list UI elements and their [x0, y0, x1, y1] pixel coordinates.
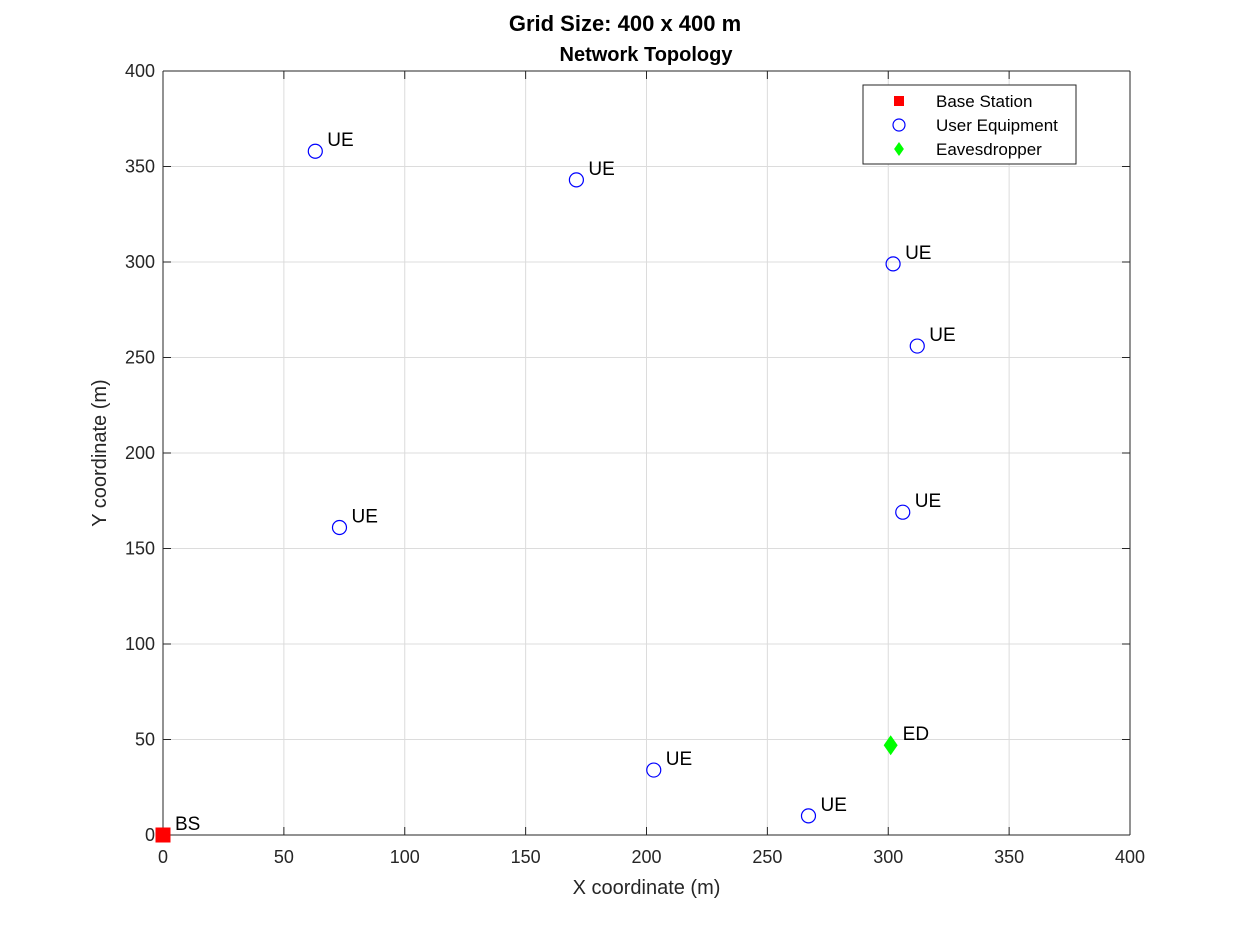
y-tick-label: 100: [125, 634, 155, 654]
user-equipment-marker: [885, 256, 901, 272]
user-equipment-marker: [307, 143, 323, 159]
user-equipment-marker: [909, 338, 925, 354]
x-tick-label: 350: [994, 847, 1024, 867]
point-label: UE: [666, 749, 692, 770]
y-tick-label: 400: [125, 61, 155, 81]
legend: Base Station User Equipment Eavesdropper: [862, 84, 1077, 165]
point-label: UE: [588, 159, 614, 180]
legend-marker: [892, 118, 906, 132]
data-markers: BS UE UE UE UE UE UE UE UE ED: [155, 130, 956, 843]
user-equipment-marker: [568, 172, 584, 188]
legend-entry: Base Station: [936, 92, 1032, 111]
y-tick-label: 150: [125, 539, 155, 559]
y-tick-label: 0: [145, 825, 155, 845]
base-station-marker: [155, 827, 171, 843]
chart-title: Grid Size: 400 x 400 m: [509, 11, 741, 36]
point-label: BS: [175, 814, 200, 835]
user-equipment-marker: [895, 504, 911, 520]
y-tick-label: 300: [125, 252, 155, 272]
user-equipment-marker: [800, 808, 817, 824]
eavesdropper-marker: [883, 735, 898, 756]
x-tick-label: 50: [274, 847, 294, 867]
user-equipment-marker: [646, 762, 662, 778]
point-label: UE: [915, 491, 941, 512]
point-label: UE: [905, 243, 931, 264]
x-tick-label: 300: [873, 847, 903, 867]
x-tick-label: 400: [1115, 847, 1145, 867]
legend-entry: Eavesdropper: [936, 140, 1042, 159]
legend-marker: [894, 96, 904, 106]
chart-subtitle: Network Topology: [560, 44, 734, 66]
y-tick-label: 350: [125, 157, 155, 177]
x-tick-label: 200: [631, 847, 661, 867]
point-label: UE: [929, 325, 955, 346]
user-equipment-marker: [331, 519, 348, 536]
point-label: ED: [903, 724, 929, 745]
x-tick-label: 100: [390, 847, 420, 867]
point-label: UE: [327, 130, 353, 151]
x-axis-label: X coordinate (m): [573, 877, 721, 899]
y-tick-label: 50: [135, 730, 155, 750]
y-tick-label: 250: [125, 348, 155, 368]
legend-marker: [894, 142, 904, 156]
x-tick-label: 0: [158, 847, 168, 867]
legend-entry: User Equipment: [936, 116, 1058, 135]
point-label: UE: [351, 506, 377, 527]
x-tick-label: 150: [511, 847, 541, 867]
y-axis-label: Y coordinate (m): [89, 379, 111, 526]
point-label: UE: [820, 795, 846, 816]
axis-ticks: 0 50 100 150 200 250 300 350 400 0 50 100 150 200 250 3…: [125, 61, 1145, 867]
x-tick-label: 250: [752, 847, 782, 867]
y-tick-label: 200: [125, 443, 155, 463]
